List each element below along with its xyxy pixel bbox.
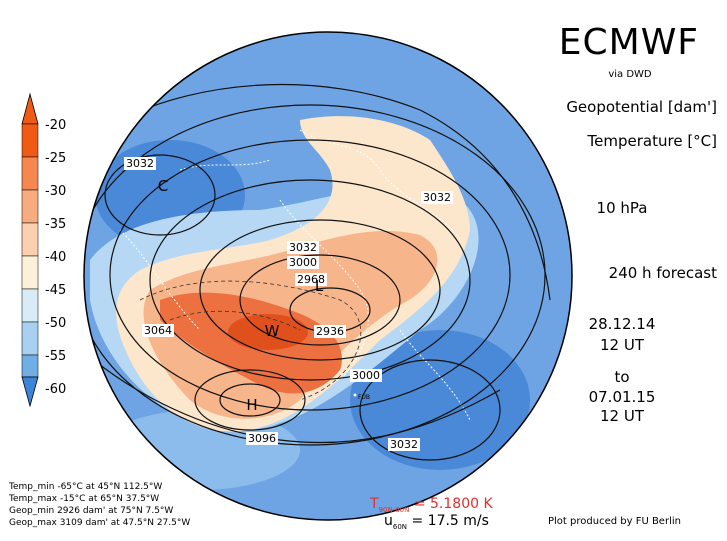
forecast-label: 240 h forecast bbox=[608, 264, 717, 282]
contour-label-text: 3096 bbox=[248, 432, 276, 445]
colorbar-tick: -30 bbox=[45, 184, 67, 199]
geop-min-stat: Geop_min 2926 dam' at 75°N 7.5°W bbox=[9, 506, 174, 516]
colorbar: -20 -25 -30 -35 -40 -45 -50 -55 -60 bbox=[18, 92, 78, 408]
contour-label: 3032 bbox=[124, 157, 156, 170]
field-geopotential-label: Geopotential [dam'] bbox=[566, 98, 717, 116]
temp-index-value: = 5.1800 K bbox=[413, 496, 493, 512]
contour-label-text: 2936 bbox=[316, 325, 344, 338]
temp-max-stat: Temp_max -15°C at 65°N 37.5°W bbox=[9, 494, 160, 504]
init-time: 12 UT bbox=[600, 336, 644, 354]
temp-min-stat: Temp_min -65°C at 45°N 112.5°W bbox=[9, 482, 163, 492]
contour-label: 3096 bbox=[246, 432, 278, 445]
temp-index-subscript: 90N-60N bbox=[378, 505, 410, 514]
model-title: ECMWF bbox=[558, 22, 699, 63]
low-center-marker: L bbox=[315, 277, 324, 295]
colorbar-tick: -55 bbox=[45, 349, 67, 364]
contour-label-text: 3000 bbox=[352, 369, 380, 382]
contour-label-text: 3064 bbox=[144, 324, 172, 337]
isotherms bbox=[139, 280, 362, 401]
wind-index-subscript: 60N bbox=[392, 522, 408, 531]
wind-index-value: = 17.5 m/s bbox=[411, 513, 489, 529]
contour-label: 3000 bbox=[287, 256, 319, 269]
init-date: 28.12.14 bbox=[588, 315, 656, 333]
contour-label: 3032 bbox=[287, 241, 319, 254]
valid-time: 12 UT bbox=[600, 407, 644, 425]
to-label: to bbox=[614, 368, 630, 386]
polar-temp-index: T90N-60N = 5.1800 K bbox=[370, 496, 493, 514]
colorbar-tick: -20 bbox=[45, 118, 67, 133]
credit-label: Plot produced by FU Berlin bbox=[548, 516, 681, 527]
contour-label-text: 3032 bbox=[289, 241, 317, 254]
city-marker bbox=[353, 393, 357, 397]
colorbar-graphic bbox=[21, 92, 39, 408]
colorbar-tick: -35 bbox=[45, 217, 67, 232]
map-border bbox=[83, 31, 573, 521]
pressure-level-label: 10 hPa bbox=[596, 199, 648, 217]
colorbar-tick: -25 bbox=[45, 151, 67, 166]
high-center-marker: H bbox=[246, 396, 257, 414]
zonal-wind-index: u60N = 17.5 m/s bbox=[384, 513, 489, 531]
contour-label-text: 3032 bbox=[423, 191, 451, 204]
contour-label: 3000 bbox=[350, 369, 382, 382]
colorbar-tick: -45 bbox=[45, 283, 67, 298]
contour-label: 2936 bbox=[314, 325, 346, 338]
contour-label-text: 3032 bbox=[390, 438, 418, 451]
contour-label-text: 2968 bbox=[297, 273, 325, 286]
wind-index-symbol: u bbox=[384, 513, 393, 529]
source-label: via DWD bbox=[608, 69, 652, 80]
colorbar-bottom-arrow bbox=[21, 376, 39, 408]
contour-label: 3064 bbox=[142, 324, 174, 337]
low-center-marker: C bbox=[158, 177, 168, 195]
contour-label: 3032 bbox=[388, 438, 420, 451]
colorbar-top-arrow bbox=[21, 92, 39, 125]
colorbar-tick: -60 bbox=[45, 382, 67, 397]
contour-label-text: 3000 bbox=[289, 256, 317, 269]
geop-max-stat: Geop_max 3109 dam' at 47.5°N 27.5°W bbox=[9, 518, 191, 528]
field-temperature-label: Temperature [°C] bbox=[587, 132, 717, 150]
warm-center-marker: W bbox=[265, 322, 280, 340]
contour-label-group: 3032 3032 3032 3000 2968 2936 3064 3000 bbox=[124, 157, 453, 451]
colorbar-tick: -40 bbox=[45, 250, 67, 265]
colorbar-tick: -50 bbox=[45, 316, 67, 331]
contour-label: 3032 bbox=[421, 191, 453, 204]
contour-label: 2968 bbox=[295, 273, 327, 286]
city-label: FUB bbox=[358, 394, 370, 401]
stats-block: Temp_min -65°C at 45°N 112.5°W Temp_max … bbox=[9, 481, 190, 529]
contour-label-text: 3032 bbox=[126, 157, 154, 170]
temp-index-symbol: T bbox=[370, 496, 379, 512]
valid-date: 07.01.15 bbox=[588, 388, 656, 406]
